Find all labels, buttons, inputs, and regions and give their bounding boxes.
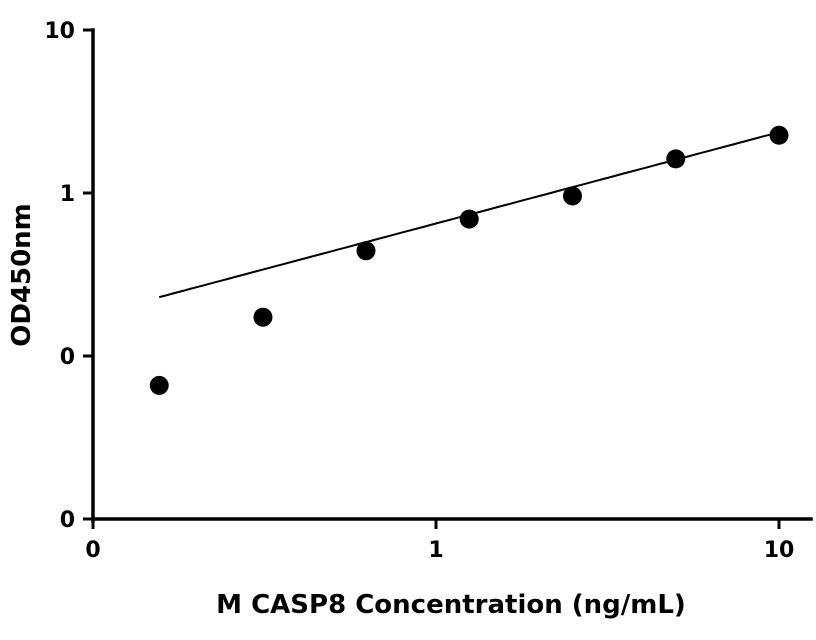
x-axis-title: M CASP8 Concentration (ng/mL) [216,590,686,620]
data-point [769,125,789,145]
data-point [562,186,582,206]
y-tick-label: 1 [60,182,75,207]
y-axis-title: OD450nm [7,203,37,347]
data-point [149,375,169,395]
y-tick-label: 0 [60,345,75,370]
data-point [459,209,479,229]
axes [83,28,813,529]
x-tick-label: 1 [428,538,443,563]
data-point [253,307,273,327]
x-tick-label: 0 [85,538,100,563]
data-point [666,149,686,169]
data-point [356,241,376,261]
data-points-layer [149,125,789,395]
y-tick-label: 10 [44,19,75,44]
x-tick-label: 10 [764,538,795,563]
y-tick-label: 0 [60,508,75,533]
